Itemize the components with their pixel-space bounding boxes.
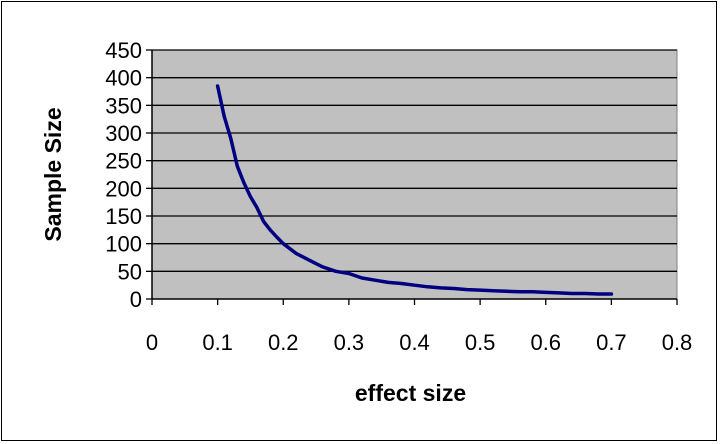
y-tick-label: 350 (105, 93, 142, 118)
x-tick-label: 0.7 (596, 330, 627, 355)
x-tick-label: 0.1 (202, 330, 233, 355)
y-tick-label: 250 (105, 149, 142, 174)
y-tick-label: 50 (118, 259, 142, 284)
series-line (215, 84, 614, 296)
x-tick-label: 0.6 (530, 330, 561, 355)
x-tick-label: 0.5 (465, 330, 496, 355)
x-tick-label: 0.4 (399, 330, 430, 355)
y-tick-label: 450 (105, 38, 142, 63)
x-tick-label: 0.2 (268, 330, 299, 355)
y-tick-label: 200 (105, 176, 142, 201)
y-tick-label: 400 (105, 66, 142, 91)
y-axis-title: Sample Size (40, 107, 66, 241)
y-tick-label: 100 (105, 232, 142, 257)
x-tick-label: 0 (146, 330, 158, 355)
x-tick-label: 0.8 (662, 330, 693, 355)
x-axis-ticks: 0 0.1 0.2 0.3 0.4 0.5 0.6 0.7 0.8 (146, 299, 692, 355)
y-tick-label: 0 (130, 287, 142, 312)
y-tick-label: 150 (105, 204, 142, 229)
x-tick-label: 0.3 (334, 330, 365, 355)
plot-area (151, 49, 678, 300)
y-tick-label: 300 (105, 121, 142, 146)
x-axis-title: effect size (355, 380, 466, 406)
gridlines (152, 49, 677, 272)
